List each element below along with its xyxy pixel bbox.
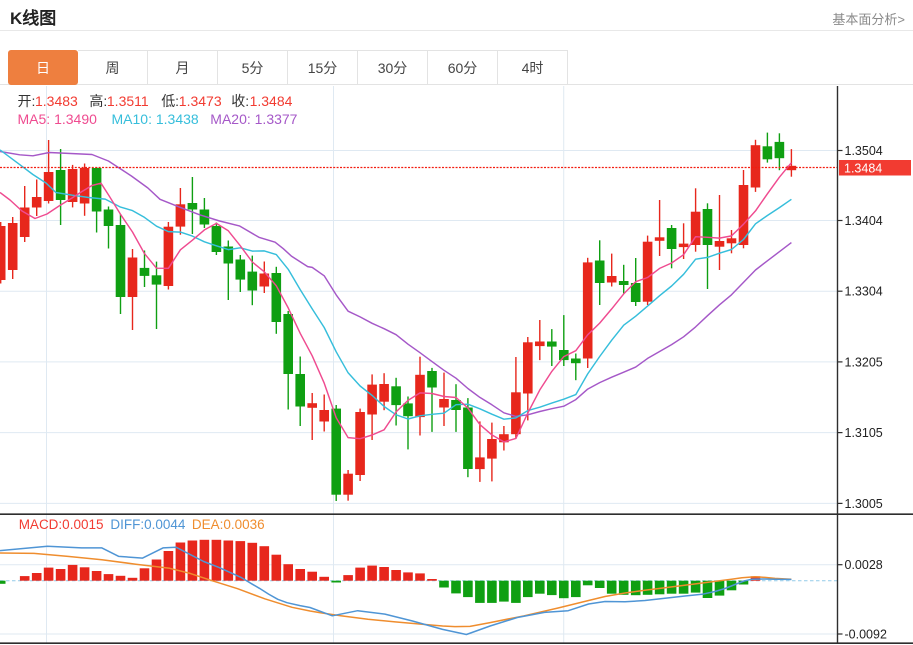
svg-text:1.3483: 1.3483	[35, 93, 78, 109]
svg-text:1.3484: 1.3484	[250, 93, 293, 109]
svg-text:MA10: 1.3438: MA10: 1.3438	[112, 111, 199, 127]
svg-text:DEA:0.0036: DEA:0.0036	[192, 517, 265, 532]
svg-text:1.3484: 1.3484	[844, 162, 882, 176]
svg-text:1.3005: 1.3005	[845, 497, 883, 511]
svg-text:低:: 低:	[161, 93, 179, 109]
svg-text:-0.0092: -0.0092	[845, 628, 887, 642]
svg-text:收:: 收:	[231, 93, 249, 109]
svg-text:1.3504: 1.3504	[845, 144, 883, 158]
svg-text:1.3473: 1.3473	[179, 93, 222, 109]
svg-text:1.3511: 1.3511	[107, 93, 149, 109]
svg-text:0.0028: 0.0028	[845, 558, 883, 572]
svg-text:1.3205: 1.3205	[845, 355, 883, 369]
svg-text:高:: 高:	[89, 93, 107, 109]
svg-text:1.3304: 1.3304	[845, 285, 883, 299]
svg-text:DIFF:0.0044: DIFF:0.0044	[110, 517, 186, 532]
svg-text:1.3404: 1.3404	[845, 214, 883, 228]
svg-text:开:: 开:	[18, 93, 36, 109]
svg-text:MACD:0.0015: MACD:0.0015	[19, 517, 104, 532]
svg-text:1.3105: 1.3105	[845, 426, 883, 440]
svg-text:MA5: 1.3490: MA5: 1.3490	[18, 111, 98, 127]
svg-text:MA20: 1.3377: MA20: 1.3377	[210, 111, 297, 127]
